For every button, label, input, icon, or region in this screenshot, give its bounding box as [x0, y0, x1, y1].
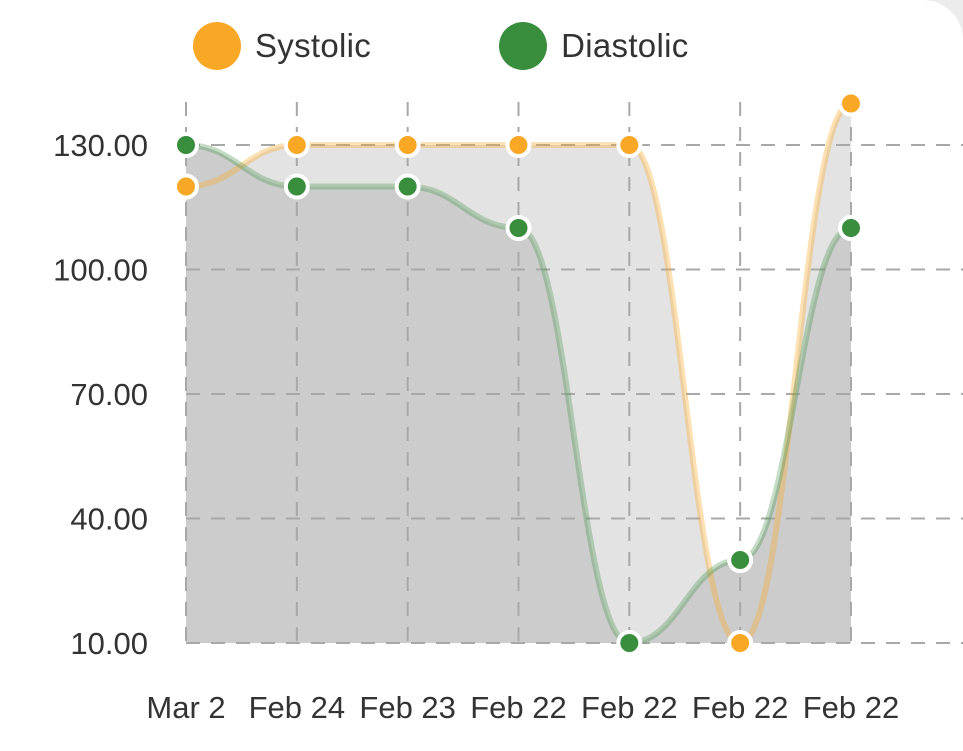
- legend-item-diastolic[interactable]: Diastolic: [499, 22, 688, 70]
- x-tick-label: Feb 22: [803, 690, 900, 725]
- point-diastolic[interactable]: [173, 132, 199, 158]
- legend-swatch-diastolic: [499, 22, 548, 70]
- point-diastolic[interactable]: [837, 215, 864, 241]
- point-diastolic[interactable]: [616, 630, 643, 656]
- y-tick-label: 40.00: [70, 502, 148, 537]
- x-tick-label: Feb 22: [581, 690, 678, 725]
- legend-label-diastolic: Diastolic: [561, 27, 689, 64]
- point-systolic[interactable]: [283, 132, 310, 158]
- legend-item-systolic[interactable]: Systolic: [193, 22, 371, 70]
- point-diastolic[interactable]: [727, 547, 754, 573]
- x-tick-label: Feb 22: [692, 690, 789, 725]
- y-tick-label: 70.00: [70, 377, 148, 412]
- point-diastolic[interactable]: [283, 173, 310, 200]
- point-systolic[interactable]: [505, 132, 532, 158]
- x-tick-label: Feb 23: [359, 690, 456, 725]
- point-systolic[interactable]: [727, 630, 754, 656]
- y-tick-label: 130.00: [53, 128, 148, 163]
- legend-label-systolic: Systolic: [255, 27, 372, 64]
- point-systolic[interactable]: [837, 90, 864, 117]
- x-axis-ticks: Mar 2 Feb 24 Feb 23 Feb 22 Feb 22 Feb 22 Feb 2…: [146, 690, 899, 725]
- point-diastolic[interactable]: [394, 173, 421, 200]
- y-axis-ticks: 130.00 100.00 70.00 40.00 10.00: [53, 128, 148, 661]
- data-points: [173, 90, 864, 656]
- point-systolic[interactable]: [394, 132, 421, 158]
- x-tick-label: Mar 2: [146, 690, 225, 725]
- point-systolic[interactable]: [173, 173, 199, 200]
- legend: Systolic Diastolic: [193, 22, 817, 70]
- point-diastolic[interactable]: [505, 215, 532, 241]
- y-tick-label: 10.00: [70, 626, 148, 661]
- y-tick-label: 100.00: [53, 253, 148, 288]
- point-systolic[interactable]: [616, 132, 643, 158]
- line-diastolic: [185, 142, 852, 647]
- legend-swatch-systolic: [193, 22, 241, 70]
- x-tick-label: Feb 24: [249, 690, 346, 725]
- x-tick-label: Feb 22: [470, 690, 567, 725]
